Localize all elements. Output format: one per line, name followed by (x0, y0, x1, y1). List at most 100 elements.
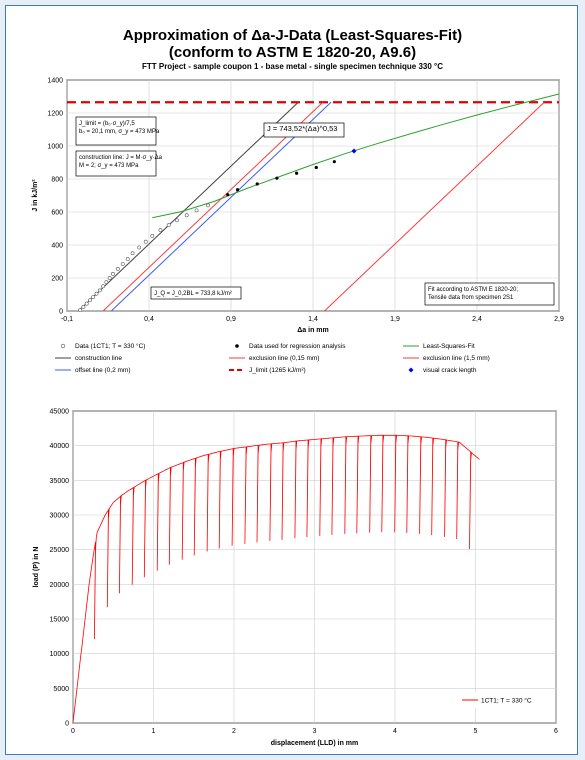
x-axis-label: Δa in mm (297, 327, 328, 334)
x-tick-label: 0,4 (144, 316, 154, 323)
chart-title: Approximation of Δa-J-Data (Least-Square… (122, 27, 463, 44)
x-tick-label: 3 (313, 728, 317, 735)
regression-point (235, 188, 240, 192)
legend-label: 1CT1; T = 330 °C (481, 697, 532, 705)
legend-label: construction line (75, 355, 122, 362)
legend-symbol (235, 344, 239, 348)
data-point-open (137, 245, 142, 250)
jlimit-annotation-box (75, 116, 157, 146)
legend-label: Least-Squares-Fit (423, 343, 475, 350)
x-tick-label: 1,9 (390, 316, 400, 323)
y-tick-label: 200 (51, 276, 63, 283)
data-point-open (120, 262, 125, 266)
y-tick-label: 15000 (50, 617, 70, 624)
regression-point (314, 165, 318, 170)
x-tick-label: 5 (474, 728, 478, 735)
jq-annotation-box-text: J_Q = J_0,2BL = 733,8 kJ/m² (154, 291, 232, 297)
data-point-open (84, 301, 89, 306)
fit-equation-box-text: J = 743,52*(Δa)^0,53 (267, 124, 337, 133)
fit-equation-box (263, 122, 345, 138)
data-point-open (97, 288, 102, 293)
construction-line (78, 101, 299, 312)
jlimit-annotation-box-text: b₀ = 20,1 mm, σ_y = 473 MPa (79, 129, 160, 135)
y-tick-label: 600 (51, 210, 63, 217)
fit-note-box (424, 282, 555, 306)
legend-symbol (408, 367, 414, 373)
x-tick-label: 2,9 (554, 316, 564, 323)
x-axis-label: displacement (LLD) in mm (271, 740, 359, 747)
x-tick-label: 1,4 (308, 316, 318, 323)
y-tick-label: 25000 (50, 547, 70, 554)
data-point-open (125, 257, 130, 261)
data-point-open (78, 308, 83, 313)
legend-symbol (60, 343, 66, 349)
y-tick-label: 45000 (50, 409, 70, 416)
data-point-open (194, 208, 199, 213)
construction-annotation-box-text: M = 2; σ_y = 473 MPa (79, 163, 139, 169)
data-point-open (206, 203, 210, 208)
data-point-open (143, 239, 148, 244)
data-point-open (130, 251, 135, 256)
legend-label: Data used for regression analysis (249, 343, 346, 350)
y-tick-label: 5000 (53, 686, 69, 693)
legend-load-box (457, 692, 553, 708)
chart-subtitle: (conform to ASTM E 1820-20, A9.6) (168, 44, 417, 61)
legend-label: exclusion line (1,5 mm) (423, 355, 490, 362)
data-point-open (166, 223, 171, 228)
y-tick-label: 10000 (50, 651, 70, 658)
y-tick-label: 20000 (50, 582, 70, 589)
y-tick-label: 0 (59, 309, 63, 316)
y-tick-label: 1200 (47, 111, 63, 118)
x-tick-label: 0,9 (226, 316, 236, 323)
data-point-open (88, 298, 92, 303)
regression-point (332, 160, 336, 164)
data-point-open (91, 295, 96, 299)
x-tick-label: -0,1 (61, 316, 73, 323)
y-tick-label: 35000 (50, 478, 70, 485)
construction-annotation-box (75, 150, 157, 177)
jq-annotation-box (150, 286, 242, 300)
y-tick-label: 30000 (50, 513, 70, 520)
data-point-open (174, 218, 179, 223)
legend-label: offset line (0,2 mm) (75, 367, 131, 374)
x-tick-label: 1 (152, 728, 156, 735)
data-point-open (107, 276, 112, 280)
construction-annotation-box-text: construction line: J = M·σ_y·Δa (79, 155, 163, 161)
y-tick-label: 1000 (47, 144, 63, 151)
exclusion-line-15 (324, 101, 545, 312)
x-tick-label: 0 (71, 728, 75, 735)
regression-point (226, 193, 230, 197)
y-tick-label: 400 (51, 243, 63, 250)
visual-crack-length-marker (351, 148, 357, 154)
x-tick-label: 6 (554, 728, 558, 735)
data-point-open (104, 280, 109, 285)
load-displacement-curve (72, 434, 480, 724)
fit-note-box-text: Tensile data from specimen 2S1 (428, 295, 514, 301)
legend-label: Data (1CT1; T = 330 °C) (75, 342, 145, 350)
jlimit-annotation-box-text: J_limit = (b₀·σ_y)/7,5 (79, 121, 135, 127)
y-axis-label: load (P) in N (33, 547, 40, 588)
y-tick-label: 800 (51, 177, 63, 184)
legend-label: visual crack length (423, 367, 477, 374)
data-point-open (158, 228, 163, 233)
data-point-open (184, 213, 189, 218)
regression-point (295, 171, 299, 175)
fit-note-box-text: Fit according to ASTM E 1820-20; (428, 287, 518, 293)
legend-label: J_limit (1265 kJ/m²) (249, 367, 306, 374)
legend-label: exclusion line (0,15 mm) (249, 355, 319, 362)
y-tick-label: 1400 (47, 78, 63, 85)
data-point-open (81, 304, 86, 309)
y-axis-label: J in kJ/m² (32, 179, 39, 212)
x-tick-label: 4 (393, 728, 397, 735)
least-squares-fit-line (152, 93, 560, 219)
x-tick-label: 2,4 (472, 316, 482, 323)
y-tick-label: 0 (65, 721, 69, 728)
y-tick-label: 40000 (50, 443, 70, 450)
regression-point (255, 182, 259, 186)
data-point-open (94, 291, 99, 296)
data-point-open (111, 271, 115, 276)
data-point-open (101, 284, 105, 289)
project-caption: FTT Project - sample coupon 1 - base met… (141, 62, 444, 71)
data-point-open (150, 234, 155, 238)
